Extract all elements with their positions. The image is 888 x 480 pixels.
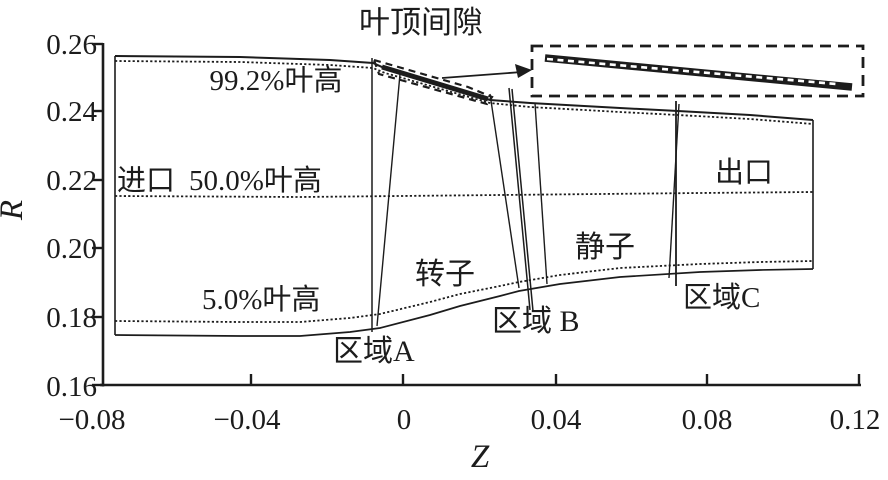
span-500-line [114,191,814,198]
y-tick-label-020: 0.20 [46,233,97,265]
y-tick-label-022: 0.22 [46,165,97,197]
inlet-label: 进口 [117,165,175,197]
x-tick-label-004: 0.04 [531,404,582,436]
inset-arrow-line [441,71,523,79]
rotor-trailing-edge [489,93,520,289]
x-tick-label-m004: −0.04 [213,404,281,436]
region-a-label: 区域A [333,335,415,368]
stator-label: 静子 [575,231,635,264]
y-tick-labels: 0.26 0.24 0.22 0.20 0.18 0.16 [46,29,97,403]
y-tick-label-018: 0.18 [46,302,97,334]
tip-clearance-inset [530,44,865,98]
x-tick-label-012: 0.12 [830,404,881,436]
station-region-b-line-1 [508,87,531,311]
axes [92,42,861,387]
x-ticks [249,374,861,385]
tip-clearance-band [381,64,489,102]
inset-dashed-border [530,44,865,98]
outlet-label: 出口 [715,156,773,189]
station-region-b-line-2 [511,88,534,312]
figure-title: 叶顶间隙 [359,5,483,40]
tip-clearance-highlight [372,58,532,106]
x-tick-labels: −0.08 −0.04 0 0.04 0.08 0.12 [58,404,880,436]
y-tick-label-016: 0.16 [46,371,97,403]
span-50-label: 5.0%叶高 [202,283,320,316]
stator-trailing-edge [668,103,680,279]
y-axis-title: R [0,200,30,221]
stator-leading-edge [534,102,548,285]
rotor-label: 转子 [415,258,475,291]
tip-clearance-dashed-outline [372,58,494,106]
span-500-label: 50.0%叶高 [189,164,322,197]
y-tick-label-026: 0.26 [46,29,97,61]
span-50-line [114,260,814,323]
x-tick-label-0: 0 [397,404,412,436]
y-ticks [92,42,103,387]
span-992-line [114,60,814,125]
inset-tip-gap-line [546,57,837,86]
rotor-leading-edge [376,73,401,327]
x-tick-label-008: 0.08 [682,404,733,436]
inset-arrow-head [515,64,532,78]
x-tick-label-m008: −0.08 [58,404,125,436]
span-992-label: 99.2%叶高 [210,64,343,97]
flowpath [114,55,814,337]
casing-line [114,55,814,121]
x-axis-title: Z [471,439,490,475]
region-b-label: 区域 B [492,305,580,338]
region-c-label: 区域C [683,281,760,314]
hub-line [114,268,814,337]
y-tick-label-024: 0.24 [46,96,97,128]
